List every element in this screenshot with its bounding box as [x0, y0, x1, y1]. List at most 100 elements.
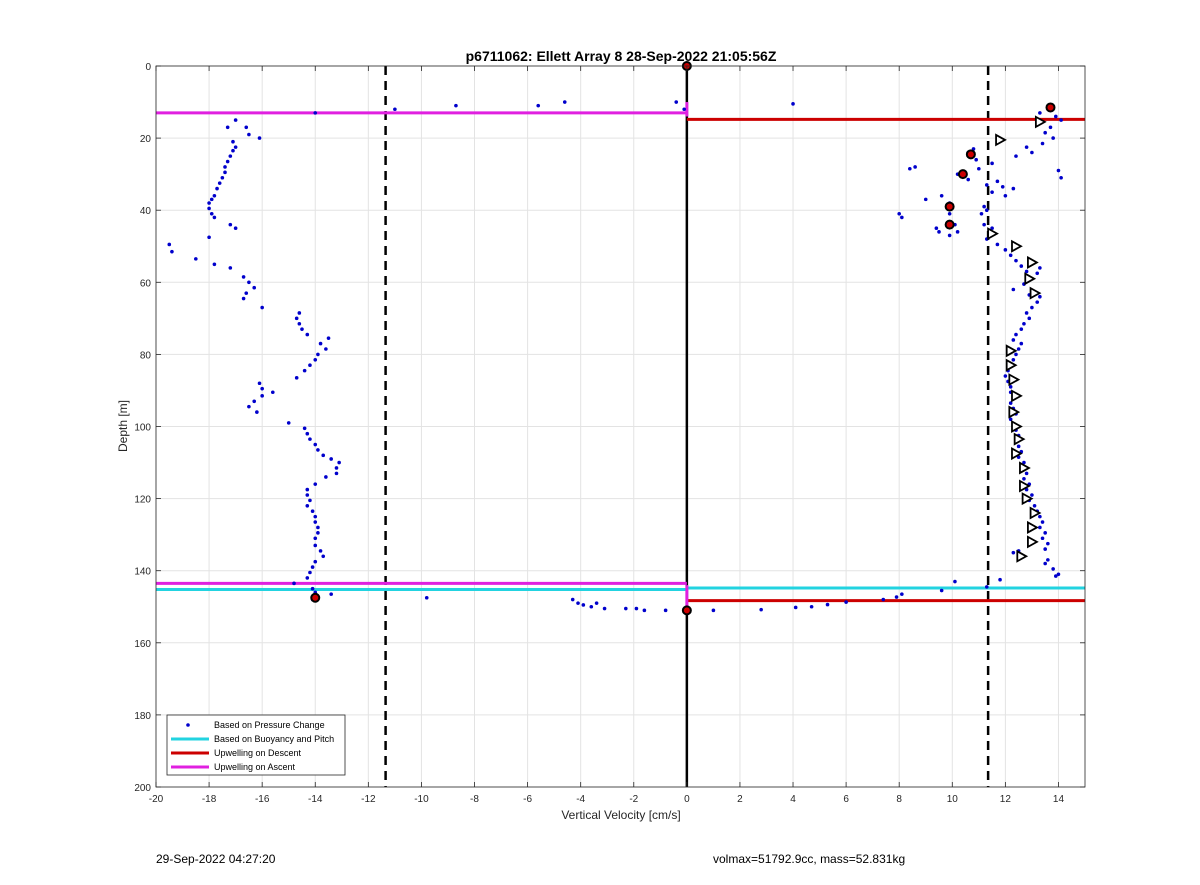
pressure-point	[305, 576, 310, 580]
marker-triangle	[1011, 389, 1023, 403]
pressure-point	[310, 586, 315, 591]
pressure-point	[313, 111, 318, 115]
y-tick-label: 80	[140, 350, 152, 361]
x-tick-label: -14	[308, 794, 323, 805]
y-tick-label: 200	[134, 783, 151, 794]
pressure-point	[209, 197, 214, 202]
legend-label: Upwelling on Descent	[214, 748, 302, 758]
pressure-point	[316, 525, 320, 530]
pressure-point	[255, 410, 259, 414]
pressure-point	[308, 363, 312, 368]
y-tick-label: 40	[140, 206, 152, 217]
pressure-point	[308, 570, 312, 575]
pressure-point	[979, 212, 984, 216]
pressure-point	[247, 280, 251, 285]
pressure-point	[334, 466, 339, 470]
marker-triangle	[1021, 492, 1034, 506]
pressure-point	[334, 471, 339, 476]
pressure-point	[1008, 401, 1013, 405]
pressure-point	[1051, 136, 1055, 140]
pressure-point	[634, 606, 639, 611]
pressure-point	[913, 165, 917, 169]
marker-triangle	[1019, 461, 1031, 475]
pressure-point	[1051, 567, 1055, 571]
x-tick-label: -20	[149, 794, 164, 805]
pressure-point	[302, 426, 307, 431]
marker-triangle	[1029, 506, 1042, 520]
y-tick-label: 160	[134, 639, 151, 650]
y-tick-label: 180	[134, 711, 151, 722]
pressure-point	[241, 275, 246, 279]
y-tick-label: 20	[140, 134, 152, 145]
pressure-point	[897, 212, 901, 216]
pressure-point	[793, 605, 798, 610]
pressure-point	[939, 588, 944, 593]
pressure-point	[1011, 550, 1016, 555]
pressure-point	[682, 107, 687, 112]
pressure-point	[247, 132, 251, 137]
pressure-point	[1038, 294, 1042, 299]
y-axis-label: Depth [m]	[116, 400, 130, 452]
marker-triangle	[1034, 115, 1047, 129]
pressure-point	[990, 226, 994, 231]
pressure-point	[1035, 300, 1040, 304]
x-tick-label: 0	[684, 794, 690, 805]
pressure-point	[260, 386, 264, 391]
pressure-point	[1043, 547, 1047, 551]
pressure-point	[984, 183, 989, 187]
markers	[310, 61, 1056, 616]
pressure-point	[947, 233, 952, 238]
marker-triangle	[1011, 447, 1023, 461]
pressure-point	[233, 226, 238, 231]
pressure-point	[1030, 150, 1034, 155]
pressure-point	[1038, 111, 1042, 115]
pressure-point	[966, 177, 971, 182]
pressure-point	[286, 421, 291, 425]
x-tick-label: -6	[523, 794, 532, 805]
pressure-point	[324, 475, 328, 479]
pressure-point	[302, 368, 307, 373]
pressure-point	[393, 107, 397, 112]
pressure-point	[939, 193, 944, 198]
pressure-point	[313, 358, 318, 362]
y-tick-label: 60	[140, 278, 152, 289]
pressure-point	[294, 316, 299, 321]
pressure-point	[844, 600, 848, 604]
footer-volmax-mass: volmax=51792.9cc, mass=52.831kg	[713, 852, 906, 866]
pressure-point	[223, 165, 227, 169]
pressure-point	[923, 197, 928, 202]
pressure-point	[1027, 316, 1032, 321]
pressure-point	[937, 230, 941, 234]
pressure-point	[316, 352, 320, 357]
x-axis-label: Vertical Velocity [cm/s]	[561, 808, 680, 822]
marker-triangle	[1027, 535, 1039, 549]
pressure-point	[223, 170, 227, 175]
pressure-point	[310, 565, 315, 569]
pressure-point	[982, 222, 986, 227]
pressure-point	[1011, 186, 1016, 191]
pressure-point	[305, 504, 310, 508]
pressure-point	[1056, 572, 1061, 577]
legend-swatch-dot	[186, 723, 190, 727]
pressure-point	[1046, 541, 1050, 546]
marker-triangle	[1027, 520, 1039, 534]
pressure-point	[244, 291, 249, 295]
pressure-point	[1019, 341, 1024, 346]
pressure-point	[313, 520, 318, 524]
pressure-point	[894, 595, 899, 599]
x-tick-label: 4	[790, 794, 796, 805]
pressure-points	[167, 100, 1063, 613]
pressure-point	[313, 559, 318, 564]
pressure-point	[1040, 141, 1045, 146]
pressure-point	[228, 154, 233, 158]
marker-red	[965, 149, 976, 160]
pressure-point	[212, 215, 217, 220]
marker-triangle	[1019, 479, 1031, 493]
pressure-point	[270, 390, 275, 395]
chart-title: p6711062: Ellett Array 8 28-Sep-2022 21:…	[466, 48, 777, 64]
pressure-point	[576, 601, 580, 605]
pressure-point	[297, 321, 302, 326]
pressure-point	[1008, 253, 1013, 258]
marker-red	[944, 219, 955, 230]
